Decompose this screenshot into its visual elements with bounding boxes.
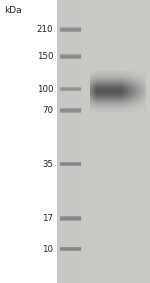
Text: 17: 17	[42, 214, 53, 223]
Text: 35: 35	[42, 160, 53, 169]
Text: 100: 100	[37, 85, 53, 94]
Text: 10: 10	[42, 245, 53, 254]
Text: 210: 210	[37, 25, 53, 34]
Text: 150: 150	[37, 52, 53, 61]
Text: 70: 70	[42, 106, 53, 115]
Text: kDa: kDa	[4, 6, 22, 15]
Bar	[57, 0, 150, 283]
